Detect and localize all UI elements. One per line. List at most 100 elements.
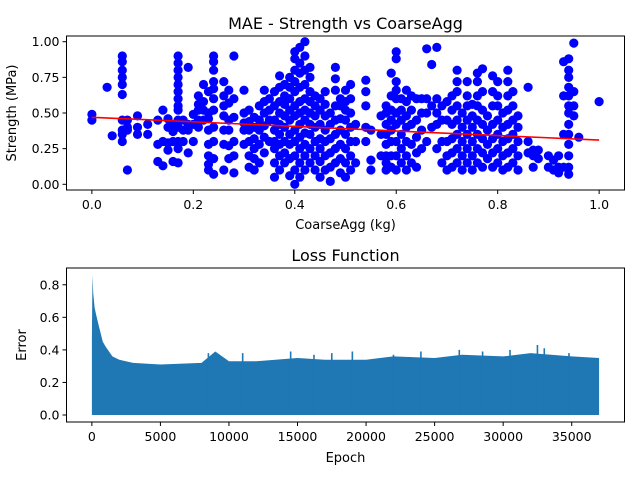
scatter-point [173, 65, 183, 75]
scatter-point [346, 165, 356, 175]
scatter-x-ticks: 0.0 0.2 0.4 0.6 0.8 1.0 [82, 190, 609, 212]
scatter-point [158, 161, 168, 171]
scatter-point [209, 136, 219, 147]
scatter-point [564, 54, 574, 64]
scatter-point [209, 65, 219, 75]
scatter-point [346, 108, 356, 118]
scatter-point [467, 136, 477, 147]
scatter-point [229, 168, 239, 178]
scatter-point [219, 77, 229, 87]
scatter-point [275, 129, 285, 139]
scatter-point [406, 139, 416, 149]
x-tick-label: 0.6 [386, 197, 406, 212]
scatter-point [122, 115, 132, 125]
scatter-point [173, 79, 183, 90]
x-tick-label: 0 [88, 429, 96, 444]
scatter-point [224, 85, 234, 95]
scatter-point [229, 136, 239, 147]
scatter-point [386, 68, 396, 78]
loss-y-ticks: 0.0 0.2 0.4 0.6 0.8 [40, 277, 67, 423]
scatter-point [417, 144, 427, 154]
scatter-point [198, 79, 209, 90]
scatter-point [361, 87, 371, 97]
scatter-point [508, 101, 518, 111]
scatter-point [422, 44, 432, 54]
scatter-point [564, 139, 574, 149]
scatter-point [209, 169, 219, 179]
scatter-point [462, 91, 472, 101]
scatter-point [224, 125, 234, 135]
scatter-point [391, 77, 401, 87]
scatter-point [244, 105, 254, 115]
scatter-point [569, 38, 579, 48]
scatter-point [264, 94, 274, 104]
scatter-point [209, 122, 219, 132]
scatter-point [132, 129, 143, 139]
scatter-point [564, 72, 574, 82]
scatter-point [209, 105, 219, 115]
scatter-plot: MAE - Strength vs CoarseAgg 0.0 0.2 0.4 0.6… [5, 14, 625, 233]
scatter-point [361, 101, 371, 111]
scatter-point [340, 172, 351, 182]
scatter-point [173, 101, 183, 111]
scatter-point [351, 136, 361, 147]
x-tick-label: 0.8 [488, 197, 508, 212]
scatter-point [452, 65, 462, 75]
x-tick-label: 0.2 [183, 197, 203, 212]
scatter-point [173, 51, 183, 61]
scatter-point [467, 165, 477, 175]
scatter-point [305, 72, 315, 82]
scatter-point [351, 158, 361, 168]
scatter-point [513, 122, 523, 132]
scatter-point [320, 87, 330, 97]
scatter-point [432, 108, 442, 118]
scatter-point [340, 158, 351, 168]
loss-x-label: Epoch [326, 451, 366, 466]
scatter-point [457, 108, 467, 118]
scatter-point [569, 111, 579, 121]
scatter-point [330, 74, 340, 84]
scatter-point [254, 158, 264, 168]
scatter-point [508, 158, 518, 168]
scatter-point [391, 151, 401, 161]
loss-x-ticks: 0 5000 10000 15000 20000 25000 30000 35000 [88, 422, 592, 444]
y-tick-label: 0.4 [40, 342, 60, 357]
scatter-point [300, 37, 310, 47]
scatter-point [325, 108, 335, 118]
scatter-point [422, 108, 432, 118]
scatter-point [229, 112, 239, 122]
scatter-point [290, 165, 300, 175]
scatter-point [173, 87, 183, 97]
scatter-point [513, 165, 523, 175]
scatter-point [493, 91, 503, 101]
scatter-point [533, 145, 543, 155]
scatter-point [295, 172, 305, 182]
scatter-point [411, 132, 422, 142]
y-tick-label: 0.6 [40, 310, 60, 325]
scatter-point [346, 94, 356, 104]
scatter-point [457, 151, 467, 161]
scatter-point [300, 51, 310, 61]
scatter-point [452, 101, 462, 111]
scatter-point [452, 87, 462, 97]
scatter-x-label: CoarseAgg (kg) [295, 218, 396, 233]
scatter-point [452, 115, 462, 125]
x-tick-label: 0.4 [285, 197, 305, 212]
x-tick-label: 35000 [552, 429, 592, 444]
scatter-point [340, 144, 351, 154]
fit-line [91, 116, 600, 141]
scatter-point [346, 151, 356, 161]
scatter-point [523, 136, 533, 147]
scatter-point [300, 79, 310, 90]
scatter-point [564, 169, 574, 179]
scatter-point [269, 158, 280, 168]
scatter-point [219, 165, 229, 175]
scatter-y-ticks: 0.00 0.25 0.50 0.75 1.00 [32, 34, 67, 192]
scatter-point [285, 94, 295, 104]
scatter-point [564, 162, 574, 172]
scatter-point [305, 129, 315, 139]
scatter-point [173, 144, 183, 154]
scatter-point [209, 51, 219, 61]
x-tick-label: 5000 [145, 429, 177, 444]
scatter-point [437, 158, 447, 168]
